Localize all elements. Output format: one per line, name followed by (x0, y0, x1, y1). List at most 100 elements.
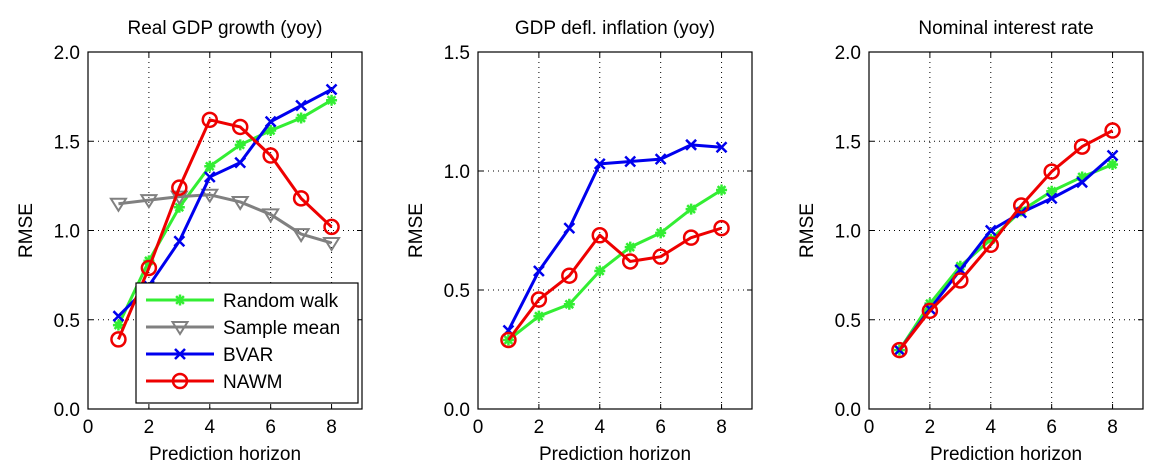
data-point (230, 195, 250, 211)
legend-label: Random walk (223, 291, 339, 312)
grid (478, 52, 752, 409)
legend-label: BVAR (223, 345, 273, 366)
data-point (1012, 197, 1030, 214)
legend-marker (170, 321, 190, 336)
chart-panel-1: 0 2 4 6 8 0.0 0.5 1.0 1.5 2.0 Real GDP growth (yoy… (16, 18, 363, 465)
data-point (593, 157, 606, 170)
chart-title: Nominal interest rate (918, 18, 1093, 39)
y-tick-label: 0.5 (444, 281, 470, 302)
data-point (1104, 122, 1121, 139)
series-3 (891, 122, 1121, 359)
legend-item: NAWM (146, 372, 282, 393)
data-point (295, 99, 307, 112)
ticks: 0 2 4 6 8 0.0 0.5 1.0 1.5 (444, 43, 752, 438)
data-point (1076, 176, 1088, 189)
y-tick-label: 1.5 (835, 132, 861, 153)
series-line (117, 118, 333, 340)
y-tick-label: 0.0 (54, 400, 80, 421)
data-point (682, 229, 700, 246)
series-line (507, 188, 723, 342)
data-point (1045, 192, 1058, 205)
legend-marker (174, 348, 186, 360)
legend-label: Sample mean (223, 318, 340, 339)
y-tick-label: 1.0 (444, 162, 470, 183)
data-point (1046, 185, 1058, 197)
data-point (171, 179, 188, 196)
data-point (621, 253, 639, 270)
plot-area (869, 52, 1143, 409)
x-tick-label: 8 (716, 417, 727, 438)
data-point (173, 201, 185, 213)
data-point (112, 310, 125, 323)
data-point (891, 341, 908, 359)
x-tick-label: 2 (534, 417, 545, 438)
legend-item: Sample mean (146, 318, 340, 339)
plot-area (478, 52, 752, 409)
data-point (500, 331, 517, 349)
series-sample-mean (109, 188, 341, 252)
data-point (563, 298, 575, 310)
x-tick-label: 0 (83, 417, 94, 438)
data-point (654, 153, 667, 165)
legend-marker (174, 294, 186, 306)
data-point (952, 272, 969, 289)
series-1 (502, 184, 728, 346)
y-tick-label: 1.0 (835, 222, 861, 243)
data-point (1073, 138, 1091, 155)
y-tick-label: 2.0 (54, 43, 80, 64)
x-axis-label: Prediction horizon (539, 444, 691, 465)
series-line (898, 154, 1114, 351)
x-tick-label: 6 (1046, 417, 1057, 438)
x-tick-label: 0 (473, 417, 484, 438)
y-tick-label: 1.0 (54, 222, 80, 243)
grid (869, 52, 1143, 409)
axes-frame (477, 51, 753, 410)
series-line (507, 143, 722, 332)
legend-label: NAWM (223, 372, 282, 393)
x-tick-label: 4 (204, 417, 215, 438)
series-2 (502, 138, 728, 337)
x-tick-label: 8 (1107, 417, 1118, 438)
x-tick-label: 2 (144, 417, 155, 438)
data-point (234, 156, 247, 169)
data-point (921, 302, 939, 320)
data-point (234, 139, 246, 151)
data-point (200, 188, 220, 204)
data-point (112, 319, 124, 331)
chart-panel-3: 0 2 4 6 8 0.0 0.5 1.0 1.5 2.0 Nominal interest rat… (797, 18, 1144, 465)
data-point (262, 147, 279, 164)
data-point (530, 291, 548, 308)
x-tick-label: 6 (655, 417, 666, 438)
x-tick-label: 0 (864, 417, 875, 438)
y-tick-label: 0.0 (835, 400, 861, 421)
data-point (323, 218, 340, 236)
grid (88, 52, 362, 409)
y-tick-label: 1.5 (54, 132, 80, 153)
data-point (265, 125, 277, 137)
data-point (1076, 171, 1088, 183)
chart-panel-2: 0 2 4 6 8 0.0 0.5 1.0 1.5 GDP defl. inflation (yo… (406, 18, 753, 465)
data-point (954, 260, 966, 272)
legend-marker (171, 372, 189, 390)
data-point (292, 190, 310, 207)
data-point (982, 236, 1000, 254)
data-point (264, 115, 277, 128)
legend-item: Random walk (146, 291, 339, 312)
data-point (984, 224, 997, 237)
data-point (594, 265, 606, 277)
data-point (326, 94, 338, 106)
x-tick-label: 4 (985, 417, 996, 438)
data-point (685, 203, 697, 215)
series-line (117, 88, 333, 318)
legend: Random walk Sample mean BVAR NAWM (135, 282, 359, 404)
data-point (533, 265, 545, 277)
data-point (322, 236, 341, 252)
data-point (325, 83, 338, 96)
ticks: 0 2 4 6 8 0.0 0.5 1.0 1.5 2.0 (54, 43, 362, 438)
data-point (716, 184, 728, 196)
data-point (261, 208, 280, 224)
x-tick-label: 4 (594, 417, 605, 438)
data-point (715, 141, 728, 154)
data-point (231, 118, 249, 136)
data-point (295, 112, 307, 124)
